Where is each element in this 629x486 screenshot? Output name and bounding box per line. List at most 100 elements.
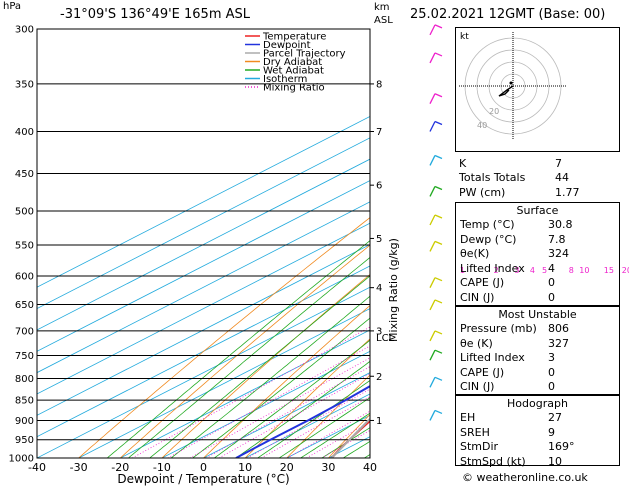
wind-barb <box>434 330 443 335</box>
wind-barb <box>434 24 443 29</box>
pressure-tick-label: 300 <box>15 25 34 36</box>
legend-entry: Isotherm <box>263 74 307 85</box>
temperature-tick-label: 20 <box>280 461 294 474</box>
plot-frame <box>36 28 371 459</box>
hodograph-unit-label: kt <box>460 32 469 42</box>
isotherm-line <box>244 393 370 458</box>
dry-adiabat-line <box>244 338 370 458</box>
index-value: 1.77 <box>555 185 580 199</box>
index-label: K <box>459 156 467 170</box>
isotherm-line <box>119 329 370 458</box>
surface-panel: Surface Temp (°C) 30.8 Dewp (°C) 7.8 θe(K)… <box>455 202 620 306</box>
mixing-ratio-label: 10 <box>579 266 589 275</box>
legend-entry: Temperature <box>262 32 326 43</box>
wind-barb <box>434 214 443 219</box>
hodograph-trace <box>498 85 514 97</box>
wet-adiabat-line <box>321 427 370 458</box>
location-title: -31°09'S 136°49'E 165m ASL <box>60 7 251 22</box>
pressure-tick-label: 500 <box>15 207 34 218</box>
mixing-ratio-label: 4 <box>530 266 535 275</box>
wind-barb <box>434 52 443 57</box>
mixing-ratio-label: 8 <box>569 266 574 275</box>
wind-barb <box>429 277 436 288</box>
storm-motion-marker <box>509 81 513 85</box>
plot-area <box>37 29 370 458</box>
wind-barb <box>434 409 443 415</box>
asl-unit-label: ASL <box>374 15 393 26</box>
pressure-tick-label: 450 <box>15 169 34 180</box>
height-tick-label: 5 <box>376 234 382 245</box>
index-value: 7 <box>555 156 562 170</box>
height-tick-label: 6 <box>376 181 382 192</box>
pressure-tick-label: 750 <box>15 351 34 362</box>
isotherm-line <box>202 372 370 458</box>
wind-barb <box>434 277 443 282</box>
wind-barb <box>434 120 443 126</box>
hpa-unit-label: hPa <box>3 1 22 12</box>
wind-barb <box>434 154 443 160</box>
pressure-tick-label: 700 <box>15 326 34 337</box>
most-unstable-row: CIN (J) 0 <box>460 380 555 393</box>
wet-adiabat-line <box>299 412 370 458</box>
wind-barb <box>429 93 436 105</box>
legend-entry: Wet Adiabat <box>263 66 324 77</box>
index-row-totals: Totals Totals 44 <box>455 171 584 186</box>
mixing-ratio-label: 5 <box>542 266 547 275</box>
height-tick-label: 8 <box>376 79 382 90</box>
temperature-tick-label: -10 <box>153 461 171 474</box>
wind-barb <box>434 185 443 191</box>
wind-barb <box>434 93 443 98</box>
wind-barb <box>429 299 436 311</box>
surface-title: Surface <box>516 204 559 217</box>
isotherm-line <box>37 286 370 458</box>
wind-barb <box>434 299 443 304</box>
dry-adiabat-line <box>77 217 370 458</box>
datetime-title: 25.02.2021 12GMT (Base: 00) <box>410 7 606 22</box>
wind-barb <box>429 52 436 64</box>
surface-row: Lifted Index 4 <box>460 261 555 275</box>
temperature-tick-label: -30 <box>70 461 88 474</box>
dry-adiabat-line <box>202 305 370 458</box>
most-unstable-row: θe (K) 327 <box>460 336 569 350</box>
hodograph-row: StmDir 169° <box>460 440 575 453</box>
pressure-tick-label: 800 <box>15 374 34 385</box>
surface-row: Temp (°C) 30.8 <box>460 218 573 231</box>
pressure-tick-label: 550 <box>15 240 34 251</box>
mixing-ratio-label: 3 <box>514 266 519 275</box>
pressure-tick-label: 900 <box>15 416 34 427</box>
hodograph-title: Hodograph <box>507 397 568 410</box>
wind-barb <box>434 240 443 245</box>
wind-barb <box>429 155 436 166</box>
temperature-tick-label: 0 <box>200 461 207 474</box>
wet-adiabat-line <box>127 256 370 458</box>
pressure-tick-label: 600 <box>15 271 34 282</box>
pressure-tick-label: 850 <box>15 396 34 407</box>
temperature-tick-label: -20 <box>111 461 129 474</box>
wind-barb <box>429 121 436 132</box>
pressure-tick-label: 950 <box>15 435 34 446</box>
height-tick-label: 1 <box>376 416 382 427</box>
temperature-tick-label: 30 <box>321 461 335 474</box>
wet-adiabat-line <box>106 240 370 458</box>
dewpoint-profile <box>235 385 370 458</box>
dry-adiabat-line <box>161 273 370 458</box>
most-unstable-row: Lifted Index 3 <box>460 351 555 364</box>
isotherm-line <box>37 222 370 395</box>
wind-barb <box>429 349 436 361</box>
isotherm-line <box>37 158 370 331</box>
dry-adiabat-line <box>286 374 370 458</box>
wind-barb <box>434 349 443 354</box>
wind-barb <box>434 376 443 381</box>
isotherm-line <box>37 116 370 288</box>
isotherm-line <box>37 137 370 310</box>
temperature-tick-label: -40 <box>28 461 46 474</box>
pressure-tick-label: 350 <box>15 79 34 90</box>
surface-row: θe(K) 324 <box>460 247 569 260</box>
wind-barb <box>429 330 436 342</box>
wind-barb <box>429 410 436 421</box>
hodograph-panel: Hodograph EH 27 SREH 9 StmDir 169° StmSpd (… <box>455 395 620 468</box>
surface-row: CIN (J) 0 <box>460 290 555 304</box>
